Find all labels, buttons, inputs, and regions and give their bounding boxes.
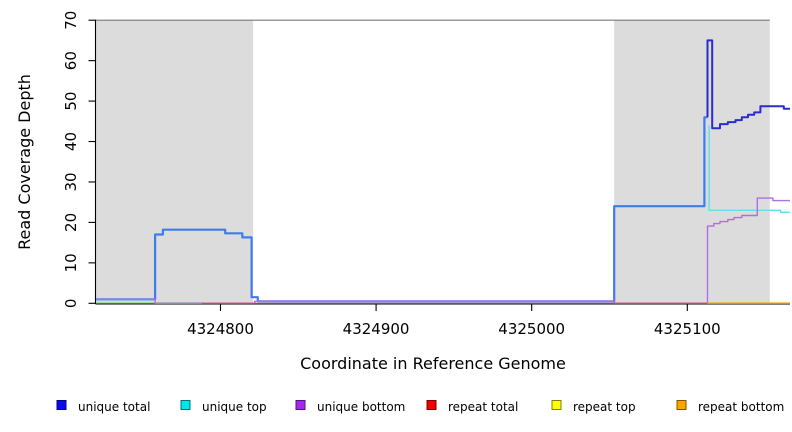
legend-label-unique-bottom: unique bottom	[317, 400, 405, 414]
legend-label-unique-total: unique total	[78, 400, 150, 414]
legend: unique total unique top unique bottom repea…	[56, 400, 784, 414]
legend-item-repeat-bottom: repeat bottom	[676, 400, 784, 414]
legend-item-unique-total: unique total	[56, 400, 150, 414]
legend-label-repeat-total: repeat total	[448, 400, 518, 414]
legend-swatch-unique-bottom	[295, 400, 306, 410]
x-tick-label: 4325000	[498, 320, 565, 338]
y-tick-label: 10	[62, 253, 80, 272]
series-line-unique-total	[96, 116, 708, 303]
x-tick-label: 4325100	[654, 320, 721, 338]
x-tick-label: 4324800	[187, 320, 254, 338]
y-tick-label: 20	[62, 213, 80, 232]
series-line-unique-bottom	[96, 197, 790, 304]
legend-item-repeat-total: repeat total	[426, 400, 518, 414]
series-line-unique-top	[708, 125, 790, 213]
y-axis-title: Read Coverage Depth	[15, 74, 34, 250]
legend-label-repeat-bottom: repeat bottom	[698, 400, 784, 414]
y-tick-label: 70	[62, 11, 80, 30]
legend-swatch-repeat-top	[551, 400, 562, 410]
y-tick-label: 40	[62, 132, 80, 151]
legend-item-repeat-top: repeat top	[551, 400, 636, 414]
y-tick-label: 60	[62, 51, 80, 70]
y-tick-label: 50	[62, 92, 80, 111]
masked-regions	[96, 19, 770, 304]
series-line-unique-total-dark-segment	[706, 39, 790, 130]
y-tick-label: 30	[62, 172, 80, 191]
legend-swatch-unique-top	[180, 400, 191, 410]
legend-swatch-unique-total	[56, 400, 67, 410]
legend-label-repeat-top: repeat top	[573, 400, 636, 414]
x-tick-label: 4324900	[343, 320, 410, 338]
legend-swatch-repeat-total	[426, 400, 437, 410]
y-tick-label: 0	[62, 299, 80, 309]
legend-swatch-repeat-bottom	[676, 400, 687, 410]
masked-region-0	[96, 20, 254, 304]
legend-label-unique-top: unique top	[202, 400, 267, 414]
masked-region-1	[614, 20, 770, 304]
tick-labels: 0 10 20 30 40 50 60 70 4324800 4324900 4325000 4325…	[62, 11, 721, 338]
legend-item-unique-top: unique top	[180, 400, 267, 414]
legend-item-unique-bottom: unique bottom	[295, 400, 405, 414]
series-lines	[96, 39, 790, 304]
x-axis-title: Coordinate in Reference Genome	[300, 354, 566, 373]
